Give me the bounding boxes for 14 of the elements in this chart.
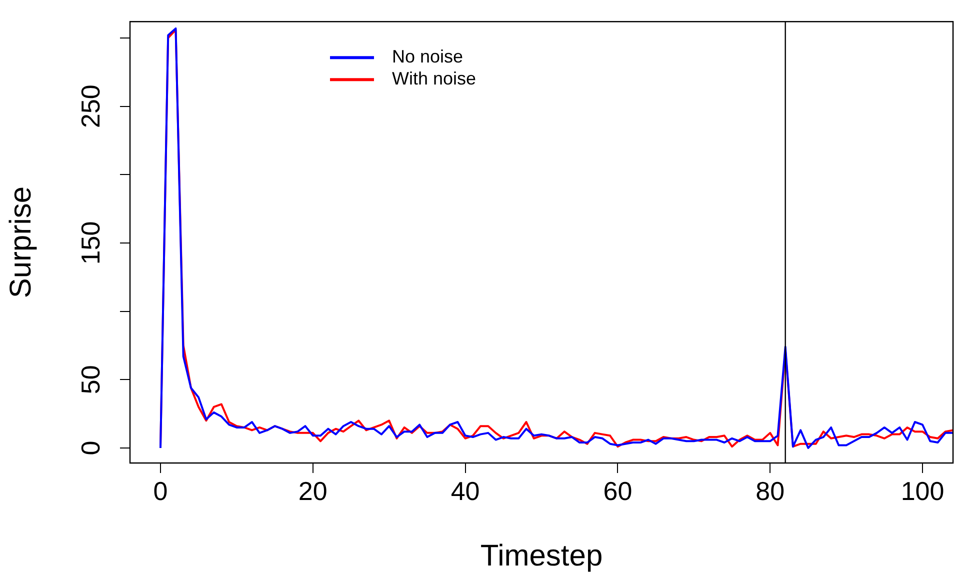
y-tick-label: 50 <box>75 365 106 394</box>
y-axis-title: Surprise <box>4 186 38 298</box>
x-tick-label: 80 <box>756 476 785 506</box>
x-axis-title: Timestep <box>480 539 603 572</box>
x-tick-label: 40 <box>450 476 480 506</box>
y-tick-label: 150 <box>75 221 106 265</box>
x-tick-label: 0 <box>153 476 168 506</box>
x-tick-label: 100 <box>900 476 944 506</box>
x-tick-label: 20 <box>298 476 328 506</box>
y-tick-label: 250 <box>75 84 106 128</box>
legend-label: With noise <box>392 68 476 89</box>
legend-label: No noise <box>392 46 464 67</box>
y-tick-label: 0 <box>75 440 106 456</box>
x-tick-label: 60 <box>603 476 632 506</box>
